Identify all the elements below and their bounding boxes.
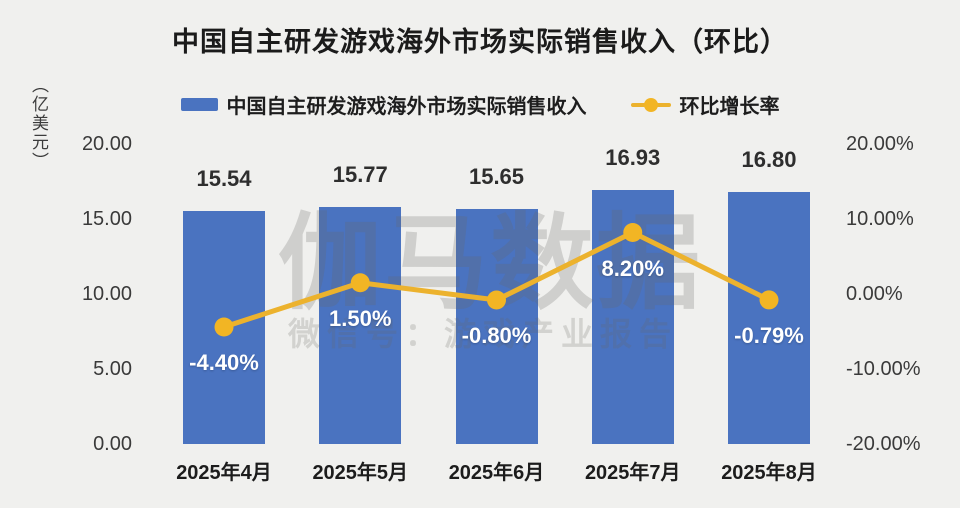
left-axis-tick: 15.00: [81, 208, 132, 230]
x-axis-label: 2025年4月: [176, 462, 272, 484]
right-axis-tick: 10.00%: [846, 208, 914, 230]
growth-rate-label: -0.79%: [734, 322, 804, 348]
x-axis-label: 2025年5月: [312, 462, 409, 484]
right-axis-tick: -10.00%: [846, 358, 921, 380]
line-series-marker-icon: [630, 97, 671, 112]
bar-value-label: 15.54: [196, 165, 252, 191]
right-axis-tick: 20.00%: [846, 133, 914, 155]
line-series-label: 环比增长率: [679, 96, 780, 118]
bar-value-label: 15.65: [468, 164, 525, 190]
legend: 中国自主研发游戏海外市场实际销售收入 环比增长率: [0, 90, 960, 119]
growth-rate-label: -0.80%: [461, 323, 532, 348]
left-axis-tick: 0.00: [93, 433, 132, 455]
revenue-bar: [728, 192, 810, 444]
left-axis-unit-label: （亿美元）: [29, 76, 48, 171]
chart-title: 中国自主研发游戏海外市场实际销售收入（环比）: [172, 27, 788, 57]
left-axis-tick: 10.00: [81, 283, 132, 305]
revenue-bar: [183, 210, 265, 444]
bar-series-label: 中国自主研发游戏海外市场实际销售收入: [226, 96, 587, 118]
growth-rate-label: 8.20%: [601, 255, 664, 281]
revenue-bar: [591, 190, 674, 444]
x-axis-label: 2025年7月: [584, 462, 681, 484]
bar-value-label: 15.77: [332, 162, 388, 188]
bar-value-label: 16.80: [741, 147, 797, 172]
bar-value-label: 16.93: [605, 145, 661, 171]
growth-rate-label: 1.50%: [329, 305, 392, 331]
x-axis-label: 2025年8月: [721, 462, 817, 484]
bar-series-swatch: [180, 98, 218, 111]
right-axis-tick: 0.00%: [846, 283, 903, 305]
legend-item-revenue: 中国自主研发游戏海外市场实际销售收入: [180, 90, 587, 119]
growth-rate-label: -4.40%: [189, 350, 259, 375]
left-axis-tick: 20.00: [81, 133, 132, 155]
legend-item-growth-rate: 环比增长率: [630, 90, 780, 119]
left-axis-tick: 5.00: [93, 358, 132, 380]
right-axis-tick: -20.00%: [846, 433, 921, 455]
x-axis-label: 2025年6月: [448, 462, 545, 484]
